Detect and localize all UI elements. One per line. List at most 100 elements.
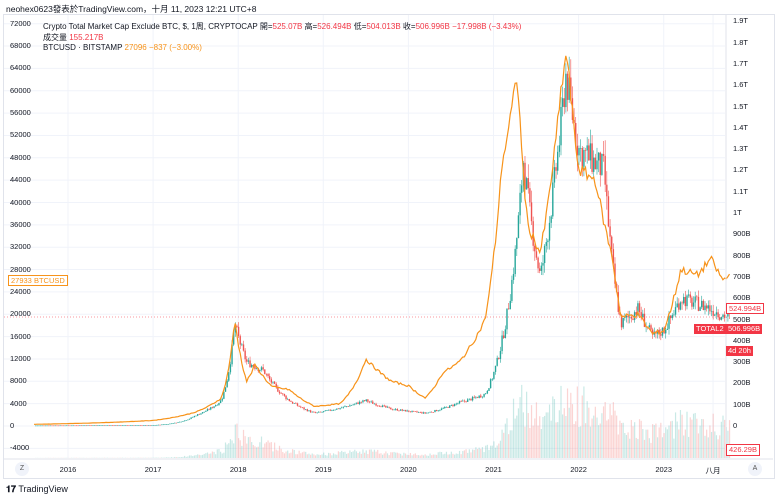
candle	[90, 425, 93, 427]
candle	[453, 404, 456, 407]
volume-bar	[679, 410, 682, 458]
candle	[548, 222, 551, 241]
volume-bar	[192, 456, 194, 458]
candle	[291, 401, 294, 404]
volume-bar	[527, 413, 529, 458]
candle	[334, 409, 336, 411]
candle	[503, 335, 505, 338]
tradingview-logo[interactable]: 𝟏𝟕 TradingView	[6, 484, 68, 495]
candle	[521, 185, 523, 193]
volume-bar	[386, 453, 389, 458]
auto-scale-button[interactable]: A	[748, 462, 762, 476]
zoom-button[interactable]: Z	[15, 462, 29, 476]
candle	[242, 344, 245, 351]
candle	[46, 425, 48, 427]
right-axis-label: 0	[733, 421, 738, 430]
candle	[557, 151, 559, 171]
volume-bar	[557, 422, 559, 458]
volume-bar	[174, 456, 176, 458]
candle	[668, 315, 670, 329]
volume-bar	[411, 455, 413, 458]
volume-bar	[313, 454, 315, 458]
volume-bar	[257, 446, 259, 458]
candle	[399, 409, 402, 411]
volume-bar	[357, 453, 359, 458]
volume-bar	[560, 385, 562, 458]
candle	[54, 425, 57, 427]
candle	[552, 182, 554, 217]
candle	[352, 404, 354, 406]
volume-bar	[611, 415, 613, 458]
volume-bar	[665, 427, 667, 458]
candle	[638, 303, 641, 313]
volume-bar	[476, 448, 479, 458]
left-axis-label: 72000	[10, 18, 31, 28]
candle	[93, 425, 96, 426]
volume-bar	[576, 386, 578, 458]
candle	[314, 412, 317, 413]
candle	[48, 425, 50, 427]
volume-bar	[622, 422, 624, 458]
volume-bar	[260, 436, 263, 458]
volume-bar	[624, 433, 626, 458]
volume-bar	[460, 454, 462, 458]
volume-bar	[566, 388, 569, 458]
candle	[226, 380, 228, 388]
candle	[108, 425, 111, 426]
volume-bar	[661, 437, 664, 458]
volume-bar	[454, 454, 456, 458]
right-axis-label: 1.2T	[733, 165, 749, 175]
candle	[218, 403, 220, 405]
volume-bar	[182, 456, 184, 458]
candle	[609, 226, 611, 237]
candle	[629, 316, 631, 318]
volume-bar	[607, 419, 610, 458]
publish-info: neohex0623發表於TradingView.com，十月 11, 2023…	[6, 4, 257, 14]
candle	[252, 364, 255, 367]
volume-bar	[404, 453, 407, 458]
volume-bar	[653, 425, 655, 458]
candle	[198, 414, 201, 415]
volume-bar	[501, 429, 503, 458]
candle	[445, 406, 448, 408]
volume-bar	[571, 404, 574, 458]
volume-bar	[383, 453, 385, 458]
candle	[77, 425, 79, 427]
close-label: 收=	[402, 22, 416, 31]
volume-bar	[195, 455, 197, 458]
low-label: 低=	[353, 22, 367, 31]
candle	[133, 425, 135, 426]
volume-bar	[175, 457, 178, 458]
volume-bar	[575, 421, 577, 458]
candle	[395, 408, 397, 410]
candle	[298, 405, 300, 407]
candle	[539, 268, 541, 271]
candle	[80, 425, 83, 427]
candle	[327, 409, 330, 411]
volume-bar	[267, 440, 269, 458]
volume-bar	[463, 450, 466, 458]
candle	[38, 425, 40, 427]
candle	[480, 395, 482, 398]
right-axis-label: 1.3T	[733, 144, 749, 154]
volume-bar	[617, 434, 619, 458]
candle	[409, 411, 412, 413]
volume-bar	[244, 436, 246, 458]
candle	[579, 148, 582, 149]
candle	[686, 295, 688, 307]
candle	[250, 364, 253, 368]
volume-bar	[177, 457, 179, 458]
candle	[316, 412, 318, 414]
volume-bar	[210, 453, 212, 458]
volume-bar	[704, 435, 706, 458]
chart-frame[interactable]	[3, 14, 775, 479]
high-value: 526.494B	[317, 22, 352, 31]
volume-bar	[506, 418, 508, 458]
volume-bar	[593, 415, 595, 458]
volume-bar	[688, 436, 690, 458]
candle	[131, 425, 133, 426]
btc-line	[34, 55, 731, 425]
candle	[123, 425, 125, 426]
candle	[413, 410, 415, 412]
